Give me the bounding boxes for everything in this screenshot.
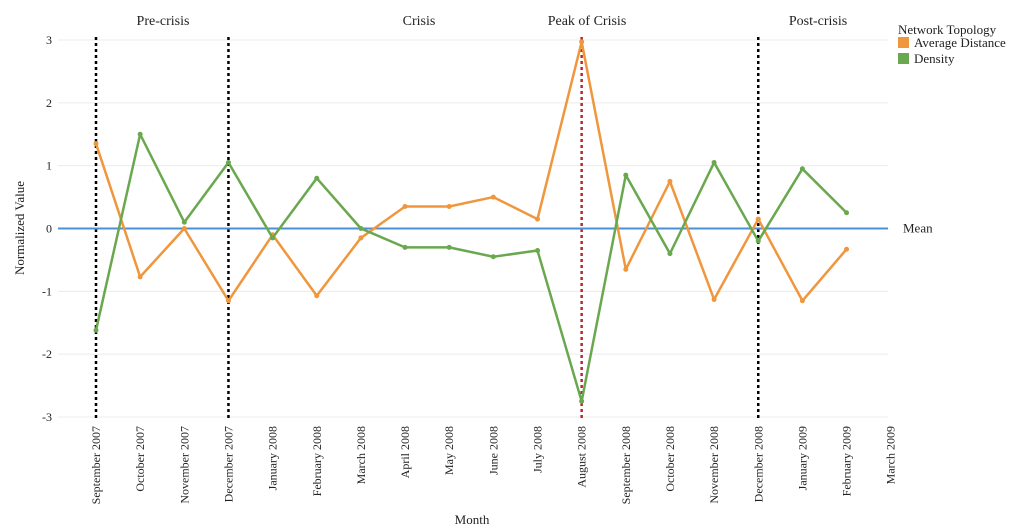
phase-label: Pre-crisis: [137, 14, 190, 29]
mean-label: Mean: [903, 221, 933, 236]
data-point: [181, 226, 187, 231]
y-tick-label: 1: [46, 159, 52, 173]
data-point: [711, 160, 717, 166]
data-point: [490, 194, 496, 200]
data-point: [137, 131, 143, 137]
legend-swatch: [898, 37, 909, 48]
data-point: [799, 298, 805, 304]
legend-entry: Average Distance: [914, 35, 1006, 50]
data-point: [314, 175, 320, 181]
data-point: [755, 238, 761, 244]
x-tick-label: September 2008: [619, 426, 633, 504]
y-tick-label: -2: [42, 347, 52, 361]
series-lines: [93, 39, 850, 404]
data-point: [535, 247, 540, 253]
data-point: [623, 266, 629, 272]
data-point: [93, 327, 99, 333]
series-line: [94, 133, 848, 403]
data-point: [402, 204, 408, 210]
data-point: [579, 398, 585, 404]
y-tick-label: 3: [46, 33, 52, 47]
x-tick-label: August 2008: [575, 426, 589, 488]
phase-labels: Pre-crisis Crisis Peak of Crisis Post-crisi…: [137, 14, 848, 29]
y-axis-title: Normalized Value: [12, 181, 27, 275]
y-axis-ticks: 3 2 1 0 -1 -2 -3: [42, 33, 52, 424]
phase-label: Post-crisis: [789, 14, 847, 29]
data-point: [402, 244, 408, 250]
data-point: [225, 160, 231, 166]
x-tick-label: September 2007: [89, 426, 103, 504]
y-tick-label: 0: [46, 222, 52, 236]
x-axis-title: Month: [455, 512, 490, 527]
data-point: [137, 274, 143, 280]
x-tick-label: November 2007: [177, 426, 191, 504]
x-tick-label: March 2009: [884, 426, 898, 484]
x-tick-label: July 2008: [531, 426, 545, 473]
x-tick-label: May 2008: [442, 426, 456, 475]
x-tick-label: April 2008: [398, 426, 412, 478]
data-point: [844, 210, 850, 216]
data-point: [181, 219, 187, 225]
data-point: [490, 254, 496, 260]
data-point: [667, 178, 673, 184]
x-axis-ticks: September 2007 October 2007 November 2007 D…: [89, 426, 898, 504]
phase-label: Peak of Crisis: [548, 14, 627, 29]
x-tick-label: November 2008: [707, 426, 721, 504]
data-point: [270, 235, 276, 241]
data-point: [535, 216, 540, 222]
data-point: [844, 246, 850, 252]
data-point: [667, 251, 673, 257]
y-tick-label: -3: [42, 410, 52, 424]
x-tick-label: February 2009: [840, 426, 854, 496]
data-point: [623, 172, 629, 178]
grid-lines: [58, 39, 888, 418]
data-point: [446, 204, 452, 210]
data-point: [225, 298, 231, 304]
x-tick-label: March 2008: [354, 426, 368, 484]
x-tick-label: December 2007: [221, 426, 235, 502]
data-point: [711, 297, 717, 303]
data-point: [755, 216, 761, 222]
x-tick-label: June 2008: [486, 426, 500, 475]
data-point: [358, 226, 364, 231]
y-tick-label: -1: [42, 284, 52, 298]
x-tick-label: December 2008: [751, 426, 765, 502]
data-point: [446, 244, 452, 250]
phase-dividers: [94, 37, 760, 420]
y-tick-label: 2: [46, 96, 52, 110]
series-line: [94, 40, 848, 303]
x-tick-label: October 2007: [133, 426, 147, 492]
legend-swatch: [898, 53, 909, 64]
x-tick-label: February 2008: [310, 426, 324, 496]
data-point: [358, 235, 364, 241]
legend-title: Network Topology: [898, 22, 997, 37]
x-tick-label: October 2008: [663, 426, 677, 492]
x-tick-label: January 2009: [795, 426, 809, 490]
data-point: [799, 166, 805, 172]
legend-entry: Density: [914, 51, 955, 66]
data-point: [314, 293, 320, 299]
data-point: [93, 141, 99, 147]
x-tick-label: January 2008: [266, 426, 280, 490]
data-point: [579, 39, 585, 45]
phase-label: Crisis: [403, 14, 436, 29]
